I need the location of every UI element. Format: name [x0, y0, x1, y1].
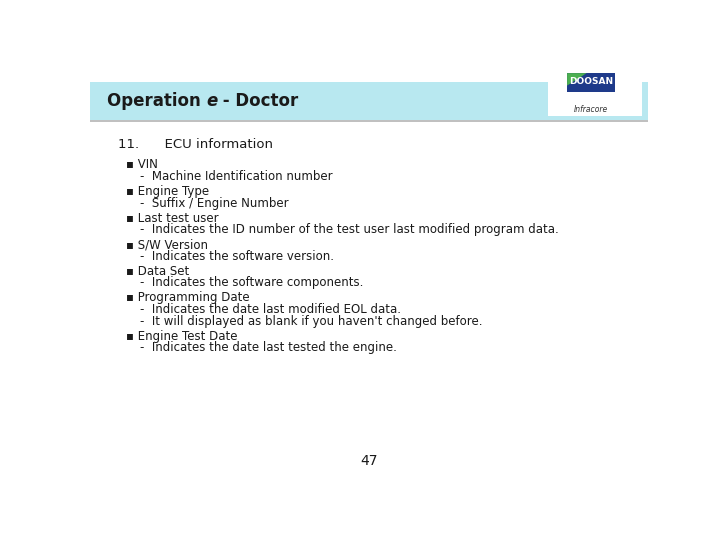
Text: ▪ Engine Test Date: ▪ Engine Test Date — [126, 329, 238, 343]
Bar — [90, 120, 648, 122]
Text: 11.      ECU information: 11. ECU information — [118, 138, 273, 151]
Text: -  Indicates the date last tested the engine.: - Indicates the date last tested the eng… — [140, 341, 397, 354]
Text: Infracore: Infracore — [574, 105, 608, 114]
Text: -  It will displayed as blank if you haven't changed before.: - It will displayed as blank if you have… — [140, 315, 482, 328]
Text: ▪ Programming Date: ▪ Programming Date — [126, 292, 250, 305]
Text: ▪ Data Set: ▪ Data Set — [126, 265, 189, 278]
Text: - Doctor: - Doctor — [217, 92, 299, 110]
Text: -  Indicates the date last modified EOL data.: - Indicates the date last modified EOL d… — [140, 303, 401, 316]
Text: -  Machine Identification number: - Machine Identification number — [140, 170, 333, 183]
Polygon shape — [567, 73, 587, 85]
Text: ▪ Engine Type: ▪ Engine Type — [126, 185, 210, 198]
Text: ▪ VIN: ▪ VIN — [126, 158, 158, 171]
Text: ▪ S/W Version: ▪ S/W Version — [126, 238, 208, 251]
Text: ▪ Last test user: ▪ Last test user — [126, 212, 219, 225]
Text: Operation: Operation — [107, 92, 206, 110]
Text: -  Indicates the ID number of the test user last modified program data.: - Indicates the ID number of the test us… — [140, 223, 559, 236]
Text: -  Indicates the software version.: - Indicates the software version. — [140, 250, 334, 263]
Bar — [547, 82, 642, 116]
Text: -  Indicates the software components.: - Indicates the software components. — [140, 276, 364, 289]
Text: DOOSAN: DOOSAN — [569, 77, 613, 86]
Text: e: e — [206, 92, 217, 110]
Text: -  Suffix / Engine Number: - Suffix / Engine Number — [140, 197, 289, 210]
Polygon shape — [567, 73, 615, 92]
Text: 47: 47 — [360, 454, 378, 468]
Bar — [90, 82, 648, 120]
